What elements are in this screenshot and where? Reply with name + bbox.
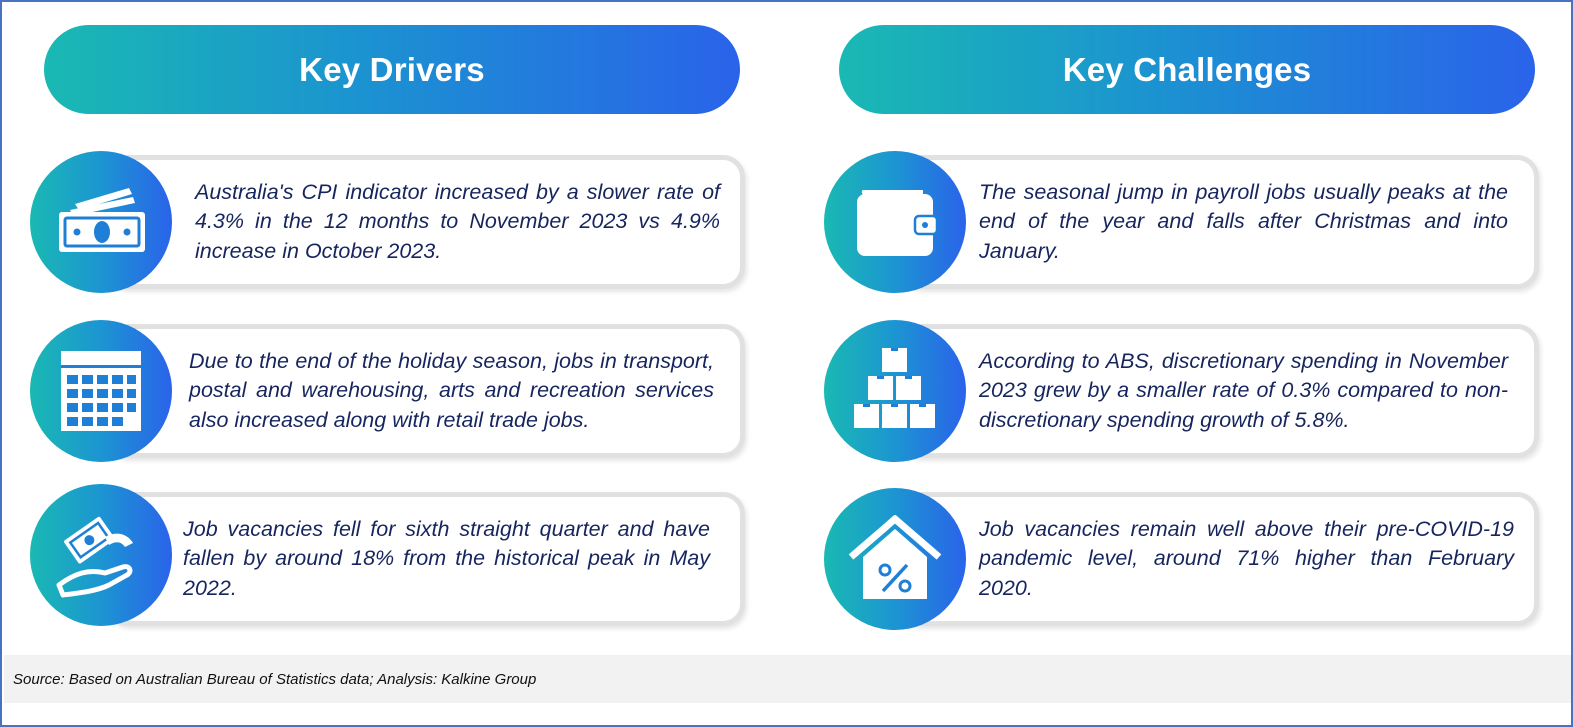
source-text: Source: Based on Australian Bureau of St… [13,670,537,688]
money-icon [59,188,145,252]
challenge-card-2: According to ABS, discretionary spending… [900,324,1539,458]
challenge-card-3: Job vacancies remain well above their pr… [900,492,1539,626]
challenge-card-1: The seasonal jump in payroll jobs usuall… [900,155,1539,289]
driver-icon-circle-3 [30,484,172,626]
driver-icon-circle-1 [30,151,172,293]
wallet-icon [857,190,937,256]
driver-card-3: Job vacancies fell for sixth straight qu… [106,492,745,626]
driver-text-3: Job vacancies fell for sixth straight qu… [183,516,710,600]
key-challenges-header: Key Challenges [839,25,1535,114]
challenge-text-3: Job vacancies remain well above their pr… [979,516,1514,600]
challenge-text-2: According to ABS, discretionary spending… [979,348,1508,432]
key-drivers-title: Key Drivers [299,50,485,88]
calendar-icon [61,351,141,431]
driver-card-1: Australia's CPI indicator increased by a… [106,155,745,289]
driver-text-1: Australia's CPI indicator increased by a… [195,179,720,263]
challenge-text-1: The seasonal jump in payroll jobs usuall… [979,179,1508,263]
house-percent-icon [848,515,942,599]
driver-icon-circle-2 [30,320,172,462]
driver-text-2: Due to the end of the holiday season, jo… [189,348,714,432]
key-challenges-title: Key Challenges [1062,50,1312,88]
driver-card-2: Due to the end of the holiday season, jo… [106,324,745,458]
challenge-icon-circle-2 [824,320,966,462]
source-note: Source: Based on Australian Bureau of St… [4,655,1571,703]
key-drivers-header: Key Drivers [44,25,740,114]
challenge-icon-circle-3 [824,488,966,630]
challenge-icon-circle-1 [824,151,966,293]
boxes-icon [854,348,935,428]
hand-money-icon [56,516,133,598]
